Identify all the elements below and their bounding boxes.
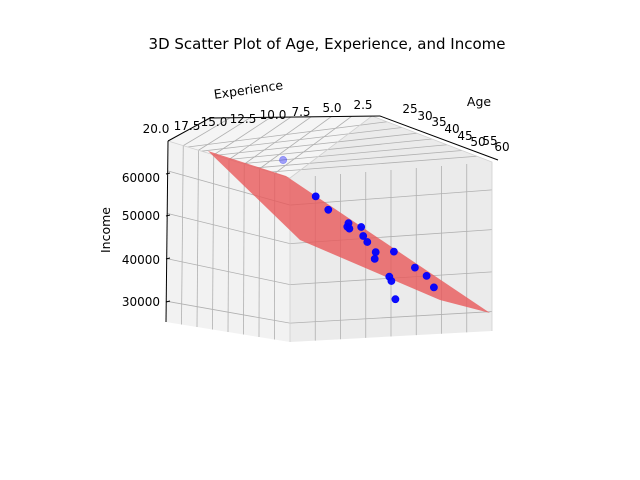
y-tick-label: 15.0 (201, 115, 228, 129)
x-tick-label: 50 (470, 135, 485, 149)
x-tick-label: 55 (482, 134, 497, 148)
chart-title: 3D Scatter Plot of Age, Experience, and … (149, 35, 506, 53)
data-point (279, 156, 287, 164)
z-tick-labels: 30000 40000 50000 60000 (122, 171, 160, 309)
y-tick-label: 7.5 (291, 105, 310, 119)
y-axis-label: Experience (213, 77, 284, 102)
y-gridline-left (181, 145, 184, 325)
data-point (422, 271, 431, 280)
x-tick-label: 25 (402, 102, 417, 116)
x-tick-label: 35 (431, 115, 446, 129)
data-point (345, 224, 354, 233)
y-gridline-top (244, 116, 312, 165)
y-gridline-left (243, 164, 245, 335)
x-tick-label: 40 (444, 122, 459, 136)
data-point (359, 232, 368, 240)
x-tick-label: 60 (494, 140, 509, 154)
y-tick-label: 10.0 (260, 108, 287, 122)
z-axis-label: Income (98, 207, 113, 253)
x-axis-line (379, 115, 499, 161)
data-point (363, 238, 372, 246)
data-point (357, 223, 366, 231)
x-gridline-top (242, 144, 448, 165)
y-gridline-left (212, 154, 215, 330)
x-gridline-top (270, 155, 478, 173)
y-gridline-top (183, 117, 231, 146)
x-tick-label: 30 (417, 109, 432, 123)
x-axis-label: Age (467, 94, 491, 109)
y-tick-label: 12.5 (230, 112, 257, 126)
data-point (370, 254, 379, 263)
data-point (387, 277, 396, 285)
data-point (389, 247, 398, 256)
z-axis-line (165, 140, 169, 323)
z-tick-label: 30000 (122, 295, 160, 309)
data-point (371, 248, 380, 256)
data-point (324, 205, 333, 214)
z-tick-mark (165, 172, 171, 175)
x-gridline-top (256, 150, 463, 169)
data-point (429, 283, 438, 292)
data-point (391, 295, 400, 304)
top-edge (289, 115, 373, 179)
z-tick-mark (165, 214, 171, 217)
x-tick-label: 45 (457, 129, 472, 143)
y-tick-label: 20.0 (143, 122, 170, 136)
y-gridline-left (196, 150, 199, 328)
z-tick-mark (165, 300, 171, 303)
y-axis-line-b (209, 115, 381, 119)
x-gridline-top (228, 138, 433, 160)
y-tick-label: 2.5 (353, 98, 372, 112)
y-tick-labels: 20.0 17.5 15.0 12.5 10.0 7.5 5.0 2.5 (143, 98, 373, 136)
y-tick-label: 17.5 (174, 119, 201, 133)
y-axis-line-a (167, 117, 211, 142)
z-tick-label: 50000 (122, 209, 160, 223)
z-tick-mark (165, 257, 171, 260)
x-gridline-top (201, 127, 403, 152)
x-axis (379, 115, 499, 161)
top-pane (168, 116, 372, 178)
y-tick-label: 5.0 (322, 101, 341, 115)
y-gridline-left (227, 159, 230, 333)
x-tick-labels: 25 30 35 40 45 50 55 60 (402, 102, 509, 154)
y-gridline-top (259, 116, 332, 170)
z-tick-label: 60000 (122, 171, 160, 185)
z-tick-label: 40000 (122, 253, 160, 267)
data-point (410, 263, 419, 272)
x-gridline-top (215, 132, 418, 156)
x-gridline-top (187, 121, 388, 148)
data-point (311, 192, 320, 201)
data-points (279, 156, 438, 304)
z-tick-marks (165, 172, 171, 303)
y-axis (167, 115, 381, 142)
z-axis (165, 140, 169, 323)
